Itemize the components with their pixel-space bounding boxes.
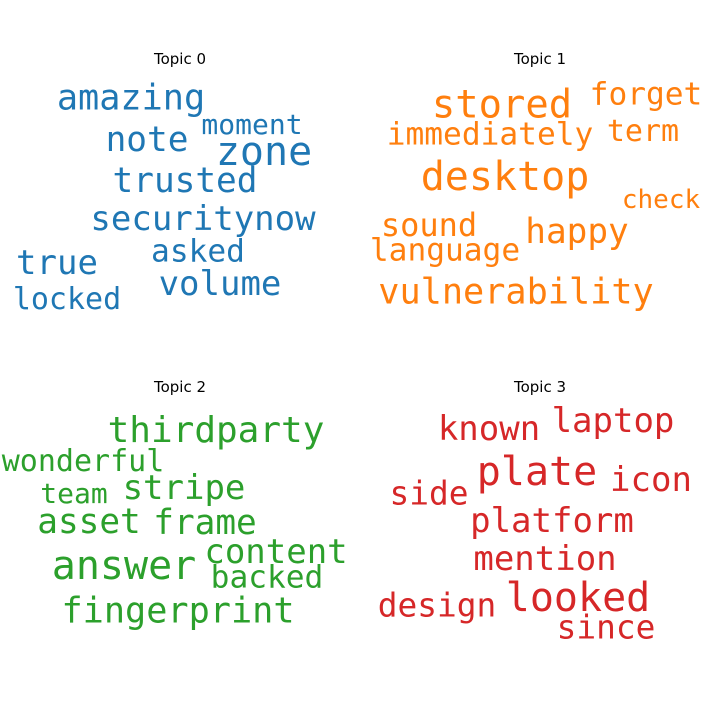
- wordcloud-word: looked: [505, 575, 651, 621]
- wordcloud-word: sound: [380, 206, 478, 244]
- wordcloud-word: moment: [201, 108, 303, 141]
- topic-title: Topic 1: [513, 50, 567, 68]
- wordcloud-word: forget: [589, 76, 703, 113]
- wordcloud-word: true: [16, 243, 98, 283]
- wordcloud-word: asset: [37, 501, 141, 542]
- wordcloud-word: stripe: [122, 468, 246, 508]
- wordcloud-word: platform: [470, 501, 634, 541]
- wordcloud-word: thirdparty: [107, 410, 325, 451]
- wordcloud-word: vulnerability: [378, 271, 654, 313]
- wordcloud-word: content: [204, 532, 348, 572]
- topic-title: Topic 3: [513, 378, 567, 396]
- wordcloud-word: locked: [12, 282, 122, 317]
- topic-title: Topic 2: [153, 378, 207, 396]
- wordcloud-word: mention: [473, 539, 617, 579]
- topic-panel: Topic 0 zone securitynow amazing note trusted…: [0, 0, 360, 360]
- wordcloud-word: volume: [158, 264, 282, 304]
- wordcloud-word: check: [621, 185, 701, 215]
- wordcloud-word: immediately: [386, 116, 594, 153]
- wordcloud-word: laptop: [551, 401, 675, 441]
- wordcloud-word: happy: [525, 211, 629, 252]
- wordcloud-word: desktop: [420, 154, 590, 200]
- wordcloud-word: side: [389, 474, 469, 513]
- wordcloud-word: stored: [431, 82, 573, 128]
- wordcloud-word: asked: [151, 233, 245, 270]
- wordcloud-word: since: [556, 608, 656, 647]
- wordcloud-word: zone: [215, 129, 313, 175]
- topic-panel: Topic 3 plate looked platform mention laptop i…: [360, 328, 720, 688]
- wordcloud-word: answer: [51, 543, 197, 589]
- topic-panel: Topic 2 answer thirdparty fingerprint asset f…: [0, 328, 360, 688]
- wordcloud-word: icon: [610, 460, 692, 500]
- wordcloud-word: backed: [210, 559, 324, 596]
- wordcloud-word: design: [377, 586, 497, 625]
- wordcloud-word: trusted: [112, 160, 258, 201]
- topic-title: Topic 0: [153, 50, 207, 68]
- wordcloud-word: frame: [153, 502, 257, 543]
- wordcloud-word: known: [437, 409, 541, 449]
- wordcloud-word: wonderful: [1, 444, 165, 479]
- topic-panel: Topic 1 desktop stored vulnerability happy im…: [360, 0, 720, 360]
- wordcloud-word: fingerprint: [61, 590, 295, 632]
- wordcloud-word: team: [40, 477, 108, 510]
- wordcloud-word: securitynow: [90, 199, 316, 239]
- wordcloud-word: term: [606, 114, 680, 149]
- wordcloud-word: amazing: [56, 77, 206, 119]
- wordcloud-word: note: [105, 119, 189, 160]
- wordcloud-word: language: [369, 232, 521, 269]
- wordcloud-word: plate: [476, 449, 598, 495]
